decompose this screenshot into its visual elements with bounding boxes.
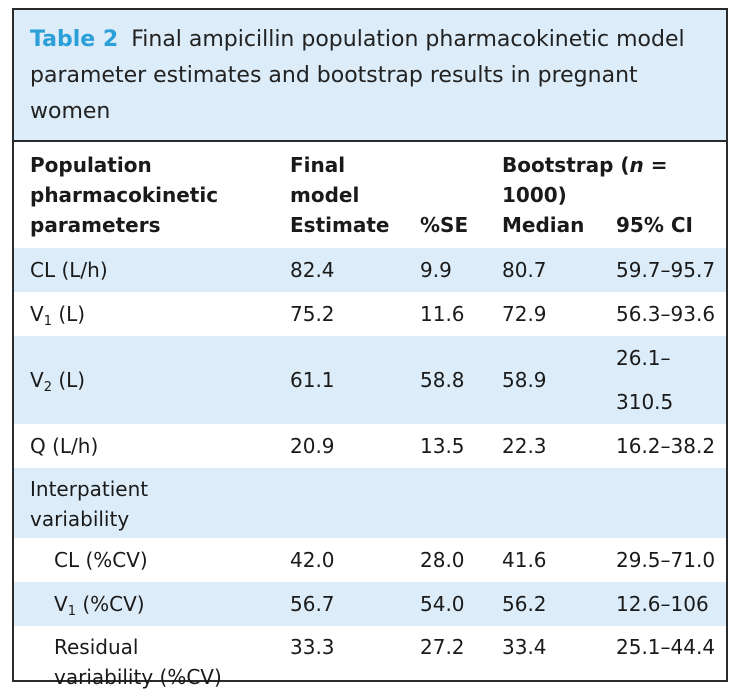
row-estimate: 42.0 — [290, 548, 335, 572]
table-label: Table 2 — [30, 27, 119, 52]
table-frame: Table 2 Final ampicillin population phar… — [12, 8, 728, 689]
table-row: V1 (L) 75.2 11.6 72.9 56.3–93.6 — [14, 292, 726, 336]
header-median: Median — [502, 213, 585, 237]
section-blank — [420, 468, 502, 538]
row-estimate: 20.9 — [290, 434, 335, 458]
row-se: 11.6 — [420, 302, 465, 326]
row-se: 13.5 — [420, 434, 465, 458]
row-estimate: 82.4 — [290, 248, 420, 292]
table-row: V1 (%CV) 56.7 54.0 56.2 12.6–106 — [14, 582, 726, 626]
table-row: CL (%CV) 42.0 28.0 41.6 29.5–71.0 — [14, 538, 726, 582]
row-se: 54.0 — [420, 582, 502, 626]
table-caption: Table 2 Final ampicillin population phar… — [14, 10, 726, 142]
table-row: Q (L/h) 20.9 13.5 22.3 16.2–38.2 — [14, 424, 726, 468]
row-se: 28.0 — [420, 548, 465, 572]
header-ci: 95% CI — [616, 213, 693, 237]
header-parameters-line1: Population — [30, 153, 152, 177]
section-label-line1: Interpatient — [30, 477, 149, 501]
param-unit: (L) — [51, 368, 86, 392]
header-parameters: Population pharmacokinetic parameters — [14, 142, 290, 248]
table-row: Residual variability (%CV) 33.3 27.2 33.… — [14, 626, 726, 696]
param-subscript: 1 — [43, 314, 52, 329]
residual-label-line2: variability (%CV) — [54, 665, 222, 689]
section-blank — [502, 468, 616, 538]
param-unit: (%CV) — [75, 592, 145, 616]
row-ci: 25.1–44.4 — [616, 635, 716, 659]
header-estimate: Estimate — [290, 213, 390, 237]
table-row: CL (L/h) 82.4 9.9 80.7 59.7–95.7 — [14, 248, 726, 292]
header-blank — [420, 142, 502, 210]
header-row-1: Population pharmacokinetic parameters Fi… — [14, 142, 726, 237]
header-final-line1: Final — [290, 153, 346, 177]
param-subscript: 1 — [67, 604, 76, 619]
row-estimate: 75.2 — [290, 302, 335, 326]
row-median: 56.2 — [502, 582, 616, 626]
row-param: Q (L/h) — [30, 434, 99, 458]
section-label-line2: variability — [30, 507, 130, 531]
row-estimate: 33.3 — [290, 635, 335, 659]
header-bootstrap: Bootstrap (n = 1000) — [502, 142, 726, 210]
row-ci: 59.7–95.7 — [616, 248, 726, 292]
param-subscript: 2 — [43, 380, 52, 395]
row-param: CL (L/h) — [14, 248, 290, 292]
section-label: Interpatient variability — [14, 468, 290, 538]
row-param: CL (%CV) — [54, 548, 148, 572]
section-row: Interpatient variability — [14, 468, 726, 538]
param-unit: (L) — [51, 302, 86, 326]
row-median: 80.7 — [502, 248, 616, 292]
row-se: 9.9 — [420, 248, 502, 292]
row-median: 33.4 — [502, 635, 547, 659]
row-median: 58.9 — [502, 336, 616, 424]
header-row-2: Estimate %SE Median 95% CI — [14, 210, 726, 248]
row-param: V2 (L) — [14, 336, 290, 424]
row-median: 72.9 — [502, 302, 547, 326]
residual-label-line1: Residual — [54, 635, 139, 659]
header-final-line2: model — [290, 183, 360, 207]
header-se: %SE — [420, 213, 469, 237]
row-ci: 12.6–106 — [616, 582, 726, 626]
section-blank — [290, 468, 420, 538]
row-ci: 16.2–38.2 — [616, 434, 716, 458]
row-median: 41.6 — [502, 548, 547, 572]
row-param: V1 (L) — [14, 292, 290, 336]
row-se: 27.2 — [420, 635, 465, 659]
row-ci: 56.3–93.6 — [616, 302, 716, 326]
row-median: 22.3 — [502, 434, 547, 458]
section-blank — [616, 468, 726, 538]
param-base: V — [30, 368, 44, 392]
header-parameters-line3: parameters — [30, 213, 161, 237]
table-row: V2 (L) 61.1 58.8 58.9 26.1–310.5 — [14, 336, 726, 424]
row-estimate: 61.1 — [290, 336, 420, 424]
param-base: V — [30, 302, 44, 326]
param-base: V — [54, 592, 68, 616]
bootstrap-suffix: = 1000) — [502, 153, 668, 207]
caption-text: Final ampicillin population pharmacokine… — [30, 27, 685, 124]
parameter-table: Population pharmacokinetic parameters Fi… — [14, 142, 726, 696]
bootstrap-n: n — [629, 153, 644, 177]
row-param: V1 (%CV) — [14, 582, 290, 626]
row-ci: 29.5–71.0 — [616, 548, 716, 572]
row-estimate: 56.7 — [290, 582, 420, 626]
bootstrap-prefix: Bootstrap ( — [502, 153, 630, 177]
row-ci: 26.1–310.5 — [616, 336, 726, 424]
row-se: 58.8 — [420, 336, 502, 424]
row-param: Residual variability (%CV) — [14, 626, 290, 696]
header-parameters-line2: pharmacokinetic — [30, 183, 219, 207]
header-final-model: Final model — [290, 142, 420, 210]
